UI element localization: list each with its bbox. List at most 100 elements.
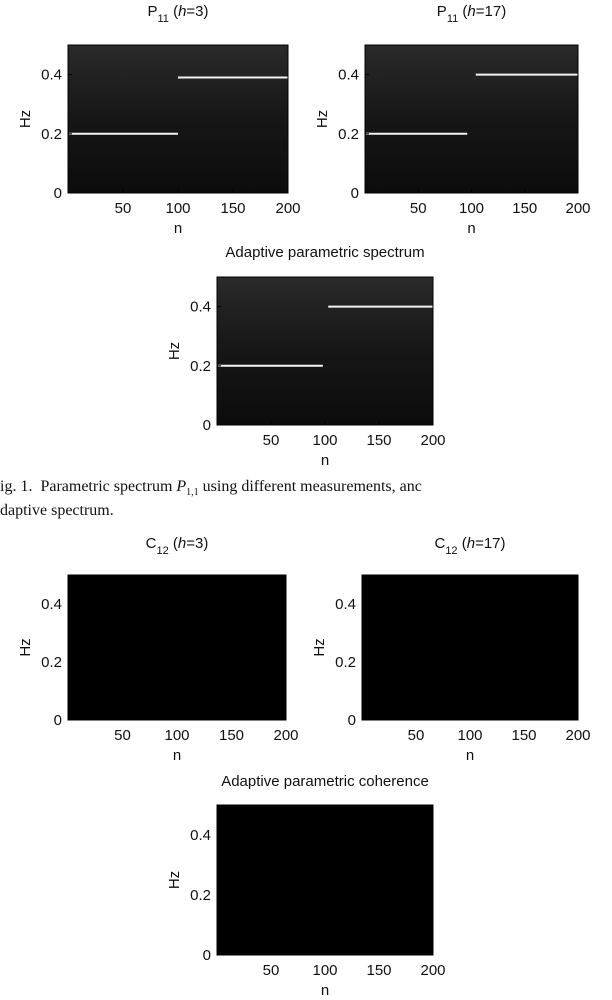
caption-line: ig. 1. Parametric spectrum P1,1 using di… [0, 478, 612, 498]
x-tick-label: 200 [420, 432, 445, 449]
title-part: 11 [447, 13, 458, 25]
panel: 50 100 150 200 0 0.2 0.4 n Hz C12 (h=17) [311, 535, 591, 764]
y-tick-label: 0.2 [190, 358, 211, 375]
panel-title: C12 (h=3) [146, 535, 209, 557]
x-tick-label: 50 [263, 962, 280, 979]
plot-background [68, 45, 288, 193]
caption-part: 1,1 [186, 487, 199, 498]
y-tick-label: 0 [54, 185, 62, 202]
title-part: C [434, 535, 445, 552]
y-tick-label: 0.4 [190, 827, 211, 844]
x-tick-label: 200 [273, 727, 298, 744]
caption-part: using different measurements, anc [198, 478, 422, 495]
title-part: ( [458, 535, 467, 552]
x-tick-label: 50 [408, 727, 425, 744]
title-part: =17) [475, 535, 505, 552]
panel-title: Adaptive parametric coherence [221, 773, 429, 790]
x-tick-label: 200 [420, 962, 445, 979]
x-tick-label: 200 [565, 200, 590, 217]
panel-title: P11 (h=17) [437, 3, 506, 25]
y-tick-label: 0.4 [338, 67, 359, 84]
plot-background [68, 575, 286, 720]
title-part: ( [458, 3, 467, 20]
y-tick-label: 0.2 [338, 126, 359, 143]
title-part: h [178, 3, 186, 20]
y-tick-label: 0 [203, 947, 211, 964]
y-tick-label: 0.2 [190, 887, 211, 904]
x-tick-label: 150 [219, 727, 244, 744]
title-part: 12 [156, 545, 168, 557]
panel: 50 100 150 200 0 0.2 0.4 n Hz C12 (h=3) [17, 535, 299, 764]
x-tick-label: 150 [366, 432, 391, 449]
y-tick-label: 0.4 [41, 67, 62, 84]
x-tick-label: 100 [165, 200, 190, 217]
panel: 50 100 150 200 0 0.2 0.4 n Hz Adaptive parametric… [166, 244, 446, 469]
plot-background [362, 575, 578, 720]
caption-part: P [176, 478, 187, 495]
title-part: C [146, 535, 157, 552]
panel-title: C12 (h=17) [434, 535, 505, 557]
y-tick-label: 0.2 [41, 126, 62, 143]
y-tick-label: 0 [203, 417, 211, 434]
title-part: ( [169, 3, 178, 20]
panel-title: P11 (h=3) [147, 3, 208, 25]
x-tick-label: 50 [410, 200, 427, 217]
panel: 50 100 150 200 0 0.2 0.4 n Hz Adaptive parametric… [166, 773, 446, 999]
caption-part: daptive spectrum. [0, 502, 114, 519]
plot-background [365, 45, 578, 193]
x-tick-label: 150 [220, 200, 245, 217]
y-tick-label: 0.4 [190, 299, 211, 316]
x-tick-label: 50 [263, 432, 280, 449]
title-part: h [467, 3, 475, 20]
title-part: =3) [186, 3, 208, 20]
title-part: =3) [186, 535, 208, 552]
y-axis-label: Hz [314, 110, 331, 128]
title-part: 11 [157, 13, 168, 25]
title-part: h [467, 535, 475, 552]
x-tick-label: 150 [511, 727, 536, 744]
x-tick-label: 50 [114, 727, 131, 744]
x-tick-label: 100 [312, 962, 337, 979]
panel: 50 100 150 200 0 0.2 0.4 n Hz P11 (h=17) [314, 3, 591, 237]
y-tick-label: 0 [348, 712, 356, 729]
y-axis-label: Hz [166, 342, 183, 360]
title-part: =17) [476, 3, 506, 20]
panel-title: Adaptive parametric spectrum [225, 244, 424, 261]
x-tick-label: 100 [457, 727, 482, 744]
y-tick-label: 0.2 [41, 654, 62, 671]
y-tick-label: 0.4 [41, 596, 62, 613]
title-part: Adaptive parametric spectrum [225, 244, 424, 261]
x-tick-label: 200 [275, 200, 300, 217]
y-tick-label: 0.2 [335, 654, 356, 671]
y-tick-label: 0.4 [335, 596, 356, 613]
x-axis-label: n [321, 982, 329, 999]
plot-background [217, 805, 433, 955]
x-tick-label: 50 [115, 200, 132, 217]
y-tick-label: 0 [54, 712, 62, 729]
caption-line: daptive spectrum. [0, 502, 612, 520]
title-part: ( [169, 535, 178, 552]
title-part: P [437, 3, 447, 20]
caption-part: ig. 1. Parametric spectrum [0, 478, 177, 495]
title-part: P [147, 3, 157, 20]
x-axis-label: n [466, 747, 474, 764]
panel: 50 100 150 200 0 0.2 0.4 n Hz P11 (h=3) [17, 3, 301, 237]
title-part: h [178, 535, 186, 552]
x-tick-label: 100 [459, 200, 484, 217]
title-part: Adaptive parametric coherence [221, 773, 429, 790]
x-axis-label: n [321, 452, 329, 469]
x-tick-label: 100 [164, 727, 189, 744]
x-axis-label: n [467, 220, 475, 237]
y-axis-label: Hz [17, 110, 34, 128]
x-tick-label: 150 [366, 962, 391, 979]
x-axis-label: n [173, 747, 181, 764]
x-tick-label: 150 [512, 200, 537, 217]
y-tick-label: 0 [351, 185, 359, 202]
title-part: 12 [445, 545, 457, 557]
x-tick-label: 200 [565, 727, 590, 744]
plot-background [217, 277, 433, 425]
y-axis-label: Hz [311, 638, 328, 656]
x-axis-label: n [174, 220, 182, 237]
